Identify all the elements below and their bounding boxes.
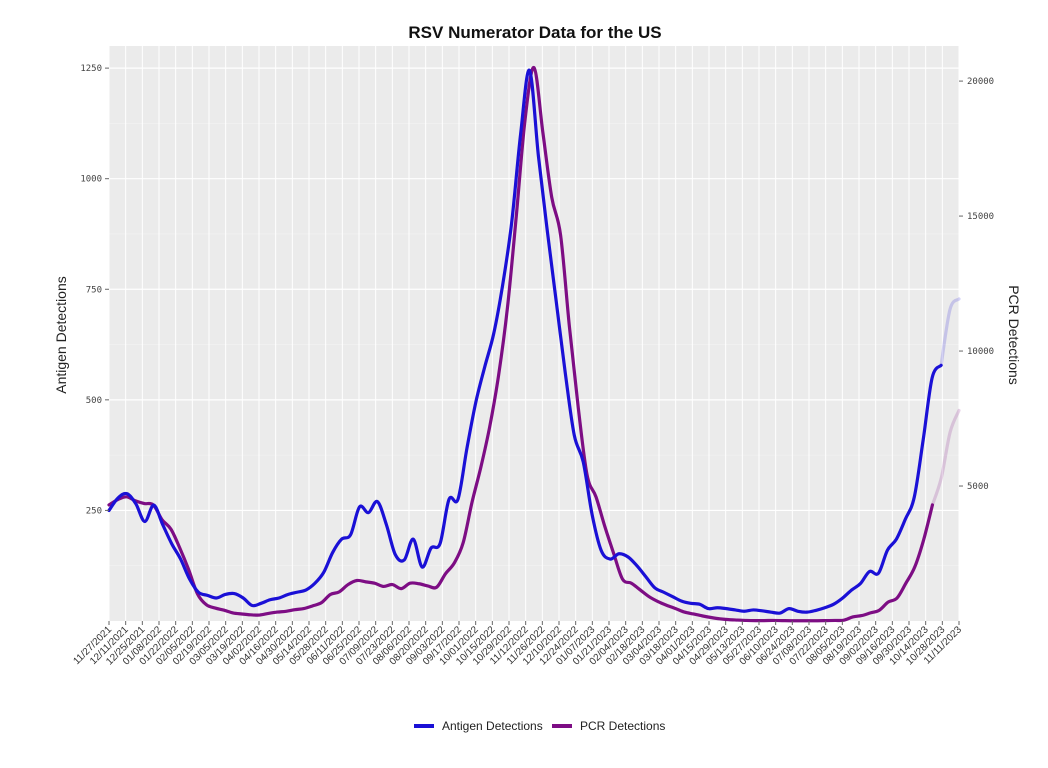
y2-tick-label: 5000	[967, 482, 989, 492]
series-line-antigen	[107, 68, 943, 615]
y-tick-label: 250	[86, 506, 102, 516]
y2-tick-label: 15000	[967, 212, 994, 222]
y-tick-label: 500	[86, 396, 102, 406]
legend: Antigen Detections PCR Detections	[414, 719, 665, 733]
grid-lines	[108, 46, 960, 621]
y-axis-right-title: PCR Detections	[1006, 285, 1022, 385]
y-tick-label: 750	[86, 285, 102, 295]
x-axis: 11/27/202112/11/202112/25/202101/08/2022…	[71, 621, 964, 668]
series-line-antigen-provisional	[939, 297, 961, 367]
plot-panel	[109, 46, 959, 621]
y-axis-right: 5000 10000 15000 20000	[959, 77, 994, 492]
series-line-pcr-provisional	[930, 408, 961, 507]
y-tick-label: 1000	[80, 175, 102, 185]
legend-label-antigen: Antigen Detections	[442, 719, 543, 733]
series-line-pcr	[107, 65, 935, 623]
y2-tick-label: 10000	[967, 347, 994, 357]
legend-label-pcr: PCR Detections	[580, 719, 665, 733]
chart-title: RSV Numerator Data for the US	[408, 23, 661, 42]
y-axis-left: 250 500 750 1000 1250	[80, 64, 109, 516]
y-tick-label: 1250	[80, 64, 102, 74]
y2-tick-label: 20000	[967, 77, 994, 87]
series-layer	[107, 65, 961, 623]
y-axis-left-title: Antigen Detections	[53, 276, 69, 394]
